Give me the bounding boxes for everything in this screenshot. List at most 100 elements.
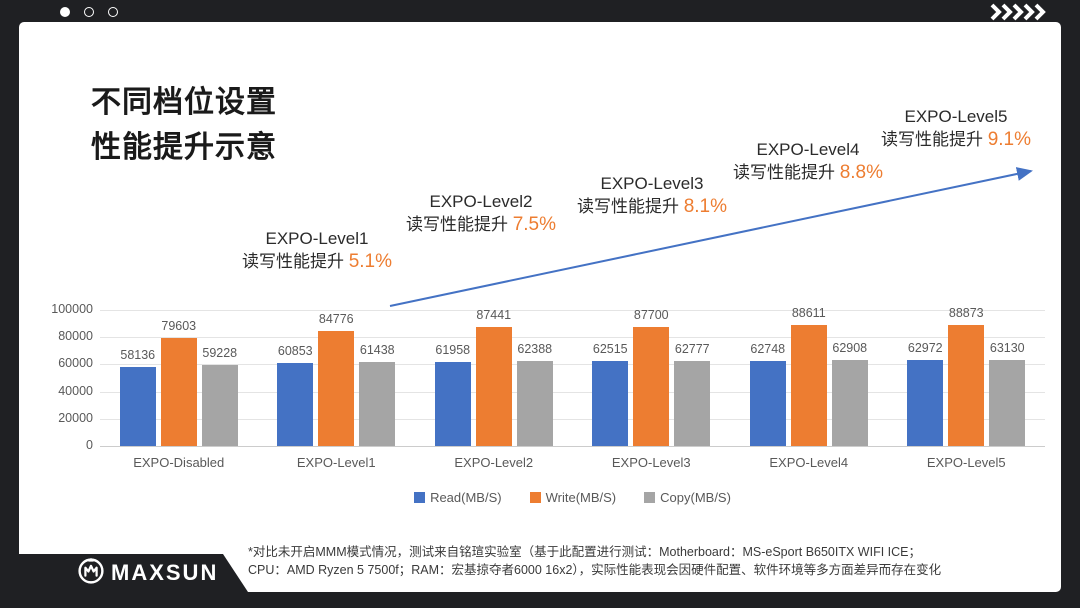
brand-name: MAXSUN [111, 560, 219, 585]
legend-label: Copy(MB/S) [660, 490, 731, 505]
gridline-0 [100, 446, 1045, 447]
legend-item-copy: Copy(MB/S) [644, 490, 731, 505]
gridline-80000 [100, 337, 1045, 339]
bar-copy-expo-level2: 62388 [516, 342, 553, 446]
legend-swatch-icon [644, 492, 656, 503]
annotation-level-label: EXPO-Level1 [265, 229, 369, 248]
bar-group-expo-level3: 62515 87700 62777 [573, 308, 731, 446]
bar-group-expo-level5: 62972 88873 63130 [888, 306, 1046, 446]
legend-swatch-icon [414, 492, 426, 503]
annotation-percent: 8.1% [683, 196, 728, 217]
bar-group-expo-level2: 61958 87441 62388 [415, 308, 573, 446]
gridline-100000 [100, 310, 1045, 311]
bar-value-label: 87700 [633, 308, 669, 322]
annotation-gain-label: 读写性能提升 [241, 252, 344, 271]
annotation-gain-label: 读写性能提升 [405, 215, 508, 234]
chart-legend: Read(MB/S) Write(MB/S) Copy(MB/S) [100, 490, 1045, 505]
footnote: *对比未开启MMM模式情况，测试来自铭瑄实验室（基于此配置进行测试：Mother… [248, 544, 1048, 579]
annotation-expo-level3: EXPO-Level3 读写性能提升 8.1% [577, 173, 727, 218]
page-title-line1: 不同档位设置 [91, 86, 277, 119]
footnote-line-2: CPU：AMD Ryzen 5 7500f；RAM：宏基掠夺者6000 16x2… [248, 562, 942, 577]
bar-read-expo-level1: 60853 [277, 344, 314, 446]
bar-value-label: 88611 [791, 306, 826, 320]
annotation-gain-label: 读写性能提升 [880, 130, 983, 149]
slide-dot-3[interactable] [108, 7, 118, 17]
bar-write-expo-level2: 87441 [475, 308, 512, 446]
annotation-percent: 9.1% [987, 129, 1032, 150]
bar-copy-expo-level5: 63130 [989, 341, 1026, 446]
footnote-line-1: *对比未开启MMM模式情况，测试来自铭瑄实验室（基于此配置进行测试：Mother… [248, 545, 921, 559]
y-axis-tick-label: 60000 [58, 356, 93, 371]
annotation-expo-level5: EXPO-Level5 读写性能提升 9.1% [881, 106, 1031, 151]
gridline-60000 [100, 364, 1045, 366]
bar-value-label: 59228 [202, 346, 238, 360]
x-axis-category-label: EXPO-Disabled [133, 455, 225, 470]
legend-label: Write(MB/S) [545, 490, 617, 505]
bar-value-label: 87441 [476, 308, 512, 322]
y-axis-tick-label: 100000 [51, 302, 93, 316]
annotation-level-label: EXPO-Level3 [600, 174, 704, 193]
page-title-line2: 性能提升示意 [91, 131, 277, 164]
bar-copy-expo-disabled: 59228 [201, 346, 238, 446]
annotation-expo-level4: EXPO-Level4 读写性能提升 8.8% [733, 139, 883, 184]
bar-read-expo-level3: 62515 [592, 342, 629, 446]
annotation-text: 读写性能提升 5.1% [242, 250, 392, 273]
annotation-level-label: EXPO-Level5 [904, 107, 1008, 126]
annotation-text: 读写性能提升 7.5% [406, 213, 556, 236]
x-axis-category-label: EXPO-Level2 [454, 455, 534, 470]
bar-value-label: 60853 [277, 344, 313, 358]
x-axis-category-label: EXPO-Level5 [926, 455, 1006, 470]
annotation-expo-level2: EXPO-Level2 读写性能提升 7.5% [406, 191, 556, 236]
bar-write-expo-level4: 88611 [790, 306, 827, 446]
y-axis-tick-label: 0 [86, 438, 93, 452]
bar-value-label: 88873 [948, 306, 984, 320]
bar-write-expo-disabled: 79603 [160, 319, 197, 446]
legend-swatch-icon [529, 492, 541, 503]
bar-read-expo-level5: 62972 [907, 341, 944, 446]
bar-write-expo-level1: 84776 [318, 312, 355, 446]
legend-item-write: Write(MB/S) [529, 490, 617, 505]
slide-dot-active[interactable] [60, 7, 70, 17]
bar-value-label: 62388 [517, 342, 553, 356]
brand-logo-band: MAXSUN [19, 554, 248, 592]
plot-area: 58136 79603 59228 60853 84776 61438 61958 87441… [100, 306, 1046, 446]
annotation-level-label: EXPO-Level4 [756, 140, 860, 159]
legend-item-read: Read(MB/S) [414, 490, 502, 505]
x-axis-category-label: EXPO-Level3 [611, 455, 691, 470]
bar-value-label: 62748 [750, 342, 786, 356]
y-axis-tick-label: 80000 [58, 329, 93, 344]
bar-group-expo-level1: 60853 84776 61438 [258, 310, 416, 446]
annotation-text: 读写性能提升 8.1% [577, 195, 727, 218]
y-axis-tick-label: 40000 [58, 383, 93, 398]
bar-value-label: 62515 [592, 342, 628, 356]
bar-group-expo-disabled: 58136 79603 59228 [100, 310, 258, 446]
slide-dot-2[interactable] [84, 7, 94, 17]
slide-background: 不同档位设置 性能提升示意 EXPO-Level1 读写性能提升 5.1% EXPO… [19, 22, 1061, 592]
gridline-40000 [100, 391, 1045, 393]
annotation-gain-label: 读写性能提升 [576, 197, 679, 216]
bar-group-expo-level4: 62748 88611 62908 [730, 306, 888, 446]
slide-dot-indicators [60, 7, 118, 17]
annotation-level-label: EXPO-Level2 [429, 192, 533, 211]
annotation-percent: 7.5% [512, 214, 557, 235]
bar-write-expo-level3: 87700 [633, 308, 670, 446]
bar-read-expo-disabled: 58136 [119, 348, 156, 446]
x-axis-category-label: EXPO-Level1 [296, 455, 376, 470]
y-axis-tick-label: 20000 [58, 410, 93, 425]
annotation-text: 读写性能提升 8.8% [733, 161, 883, 184]
annotation-expo-level1: EXPO-Level1 读写性能提升 5.1% [242, 228, 392, 273]
bar-copy-expo-level4: 62908 [831, 341, 868, 446]
fast-forward-icon[interactable] [990, 3, 1048, 26]
page-title: 不同档位设置 性能提升示意 [91, 80, 277, 170]
bar-value-label: 62777 [674, 342, 710, 356]
bar-read-expo-level2: 61958 [434, 343, 471, 446]
annotation-gain-label: 读写性能提升 [732, 163, 835, 182]
bar-value-label: 58136 [120, 348, 156, 362]
bar-copy-expo-level1: 61438 [359, 343, 396, 446]
x-axis: EXPO-Disabled EXPO-Level1 EXPO-Level2 EXPO-… [100, 455, 1045, 470]
legend-label: Read(MB/S) [430, 490, 502, 505]
annotation-text: 读写性能提升 9.1% [881, 128, 1031, 151]
bar-value-label: 61958 [435, 343, 471, 357]
maxsun-logo-icon [77, 557, 105, 590]
gridline-20000 [100, 418, 1045, 420]
